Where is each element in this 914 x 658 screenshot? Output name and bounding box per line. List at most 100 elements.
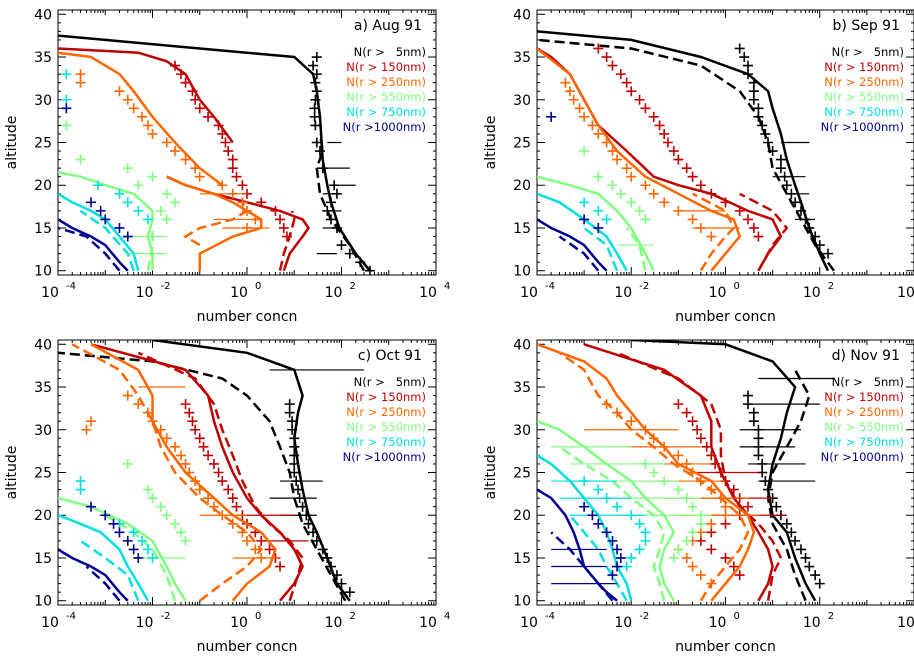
- x-tick-label: 10: [803, 285, 821, 301]
- series-line-dashed: [104, 514, 177, 602]
- y-tick-label: 20: [34, 178, 52, 194]
- data-point: [706, 188, 717, 199]
- plot-data: [537, 340, 834, 602]
- data-point: [615, 552, 626, 563]
- data-point: [695, 510, 706, 521]
- y-tick-label: 20: [513, 508, 531, 524]
- data-point: [287, 424, 298, 435]
- data-point: [114, 86, 125, 97]
- data-point: [155, 424, 166, 435]
- data-point: [800, 214, 811, 225]
- data-point: [593, 484, 604, 495]
- data-point: [86, 416, 97, 427]
- data-point: [748, 86, 759, 97]
- series-line-dashed: [568, 514, 628, 602]
- data-point: [275, 561, 286, 572]
- data-point: [681, 493, 692, 504]
- legend: N(r > 5nm)N(r > 150nm)N(r > 250nm)N(r > …: [821, 45, 904, 134]
- data-point: [190, 476, 201, 487]
- data-point: [161, 137, 172, 148]
- data-point: [137, 111, 148, 122]
- data-point: [122, 390, 133, 401]
- series-group: [58, 501, 144, 602]
- data-point: [579, 476, 590, 487]
- series-group: [537, 43, 789, 272]
- y-tick-label: 40: [34, 337, 52, 353]
- data-point: [329, 180, 340, 191]
- data-point: [800, 552, 811, 563]
- data-point: [256, 197, 267, 208]
- series-line-dashed: [766, 369, 811, 602]
- data-point: [621, 77, 632, 88]
- data-point: [601, 527, 612, 538]
- data-point: [601, 399, 612, 410]
- data-point: [128, 544, 139, 555]
- x-tick-label: 10: [520, 285, 538, 301]
- series-group: [537, 192, 628, 272]
- x-tick-exponent: -4: [545, 611, 555, 622]
- data-point: [640, 424, 651, 435]
- data-point: [128, 103, 139, 114]
- x-tick-label: 10: [230, 285, 248, 301]
- data-point: [681, 407, 692, 418]
- y-axis-label: altitude: [4, 446, 20, 500]
- data-point: [175, 69, 186, 80]
- data-point: [810, 570, 821, 581]
- data-point: [250, 544, 261, 555]
- data-point: [317, 544, 328, 555]
- data-point: [681, 535, 692, 546]
- data-point: [223, 484, 234, 495]
- data-point: [309, 103, 320, 114]
- series-group: [58, 458, 191, 602]
- y-axis-label: altitude: [483, 116, 499, 170]
- data-point: [695, 222, 706, 233]
- data-point: [579, 111, 590, 122]
- x-tick-exponent: 2: [828, 281, 834, 292]
- data-point: [310, 77, 321, 88]
- data-point: [681, 163, 692, 174]
- panel-title: a) Aug 91: [354, 18, 422, 34]
- data-point: [227, 154, 238, 165]
- data-point: [720, 510, 731, 521]
- series-line-upper: [58, 51, 224, 187]
- x-tick-exponent: -2: [161, 611, 171, 622]
- data-point: [786, 188, 797, 199]
- series-line-upper: [58, 47, 234, 144]
- series-group: [90, 343, 309, 602]
- data-point: [742, 214, 753, 225]
- data-point: [593, 205, 604, 216]
- data-point: [706, 484, 717, 495]
- data-point: [108, 518, 119, 529]
- data-point: [308, 527, 319, 538]
- y-tick-label: 15: [513, 221, 531, 237]
- data-point: [208, 501, 219, 512]
- data-point: [720, 197, 731, 208]
- data-point: [640, 527, 651, 538]
- data-point: [180, 535, 191, 546]
- data-point: [748, 77, 759, 88]
- data-point: [170, 441, 181, 452]
- data-point: [612, 501, 623, 512]
- data-point: [681, 458, 692, 469]
- data-point: [61, 120, 72, 131]
- series-line-solid: [537, 47, 742, 272]
- data-point: [289, 467, 300, 478]
- x-tick-label: 10: [419, 285, 437, 301]
- series-group: [71, 343, 281, 602]
- data-point: [242, 222, 252, 233]
- series-line-dashed: [79, 209, 135, 272]
- data-point: [297, 501, 308, 512]
- data-point: [706, 544, 717, 555]
- data-point: [710, 458, 721, 469]
- data-point: [175, 450, 186, 461]
- data-point: [301, 510, 312, 521]
- data-point: [687, 214, 698, 225]
- legend-entry: N(r >1000nm): [343, 120, 426, 134]
- data-point: [634, 94, 645, 105]
- data-point: [194, 103, 205, 114]
- x-tick-label: 10: [136, 615, 154, 631]
- data-point: [331, 188, 342, 199]
- data-point: [217, 510, 228, 521]
- data-point: [593, 128, 604, 139]
